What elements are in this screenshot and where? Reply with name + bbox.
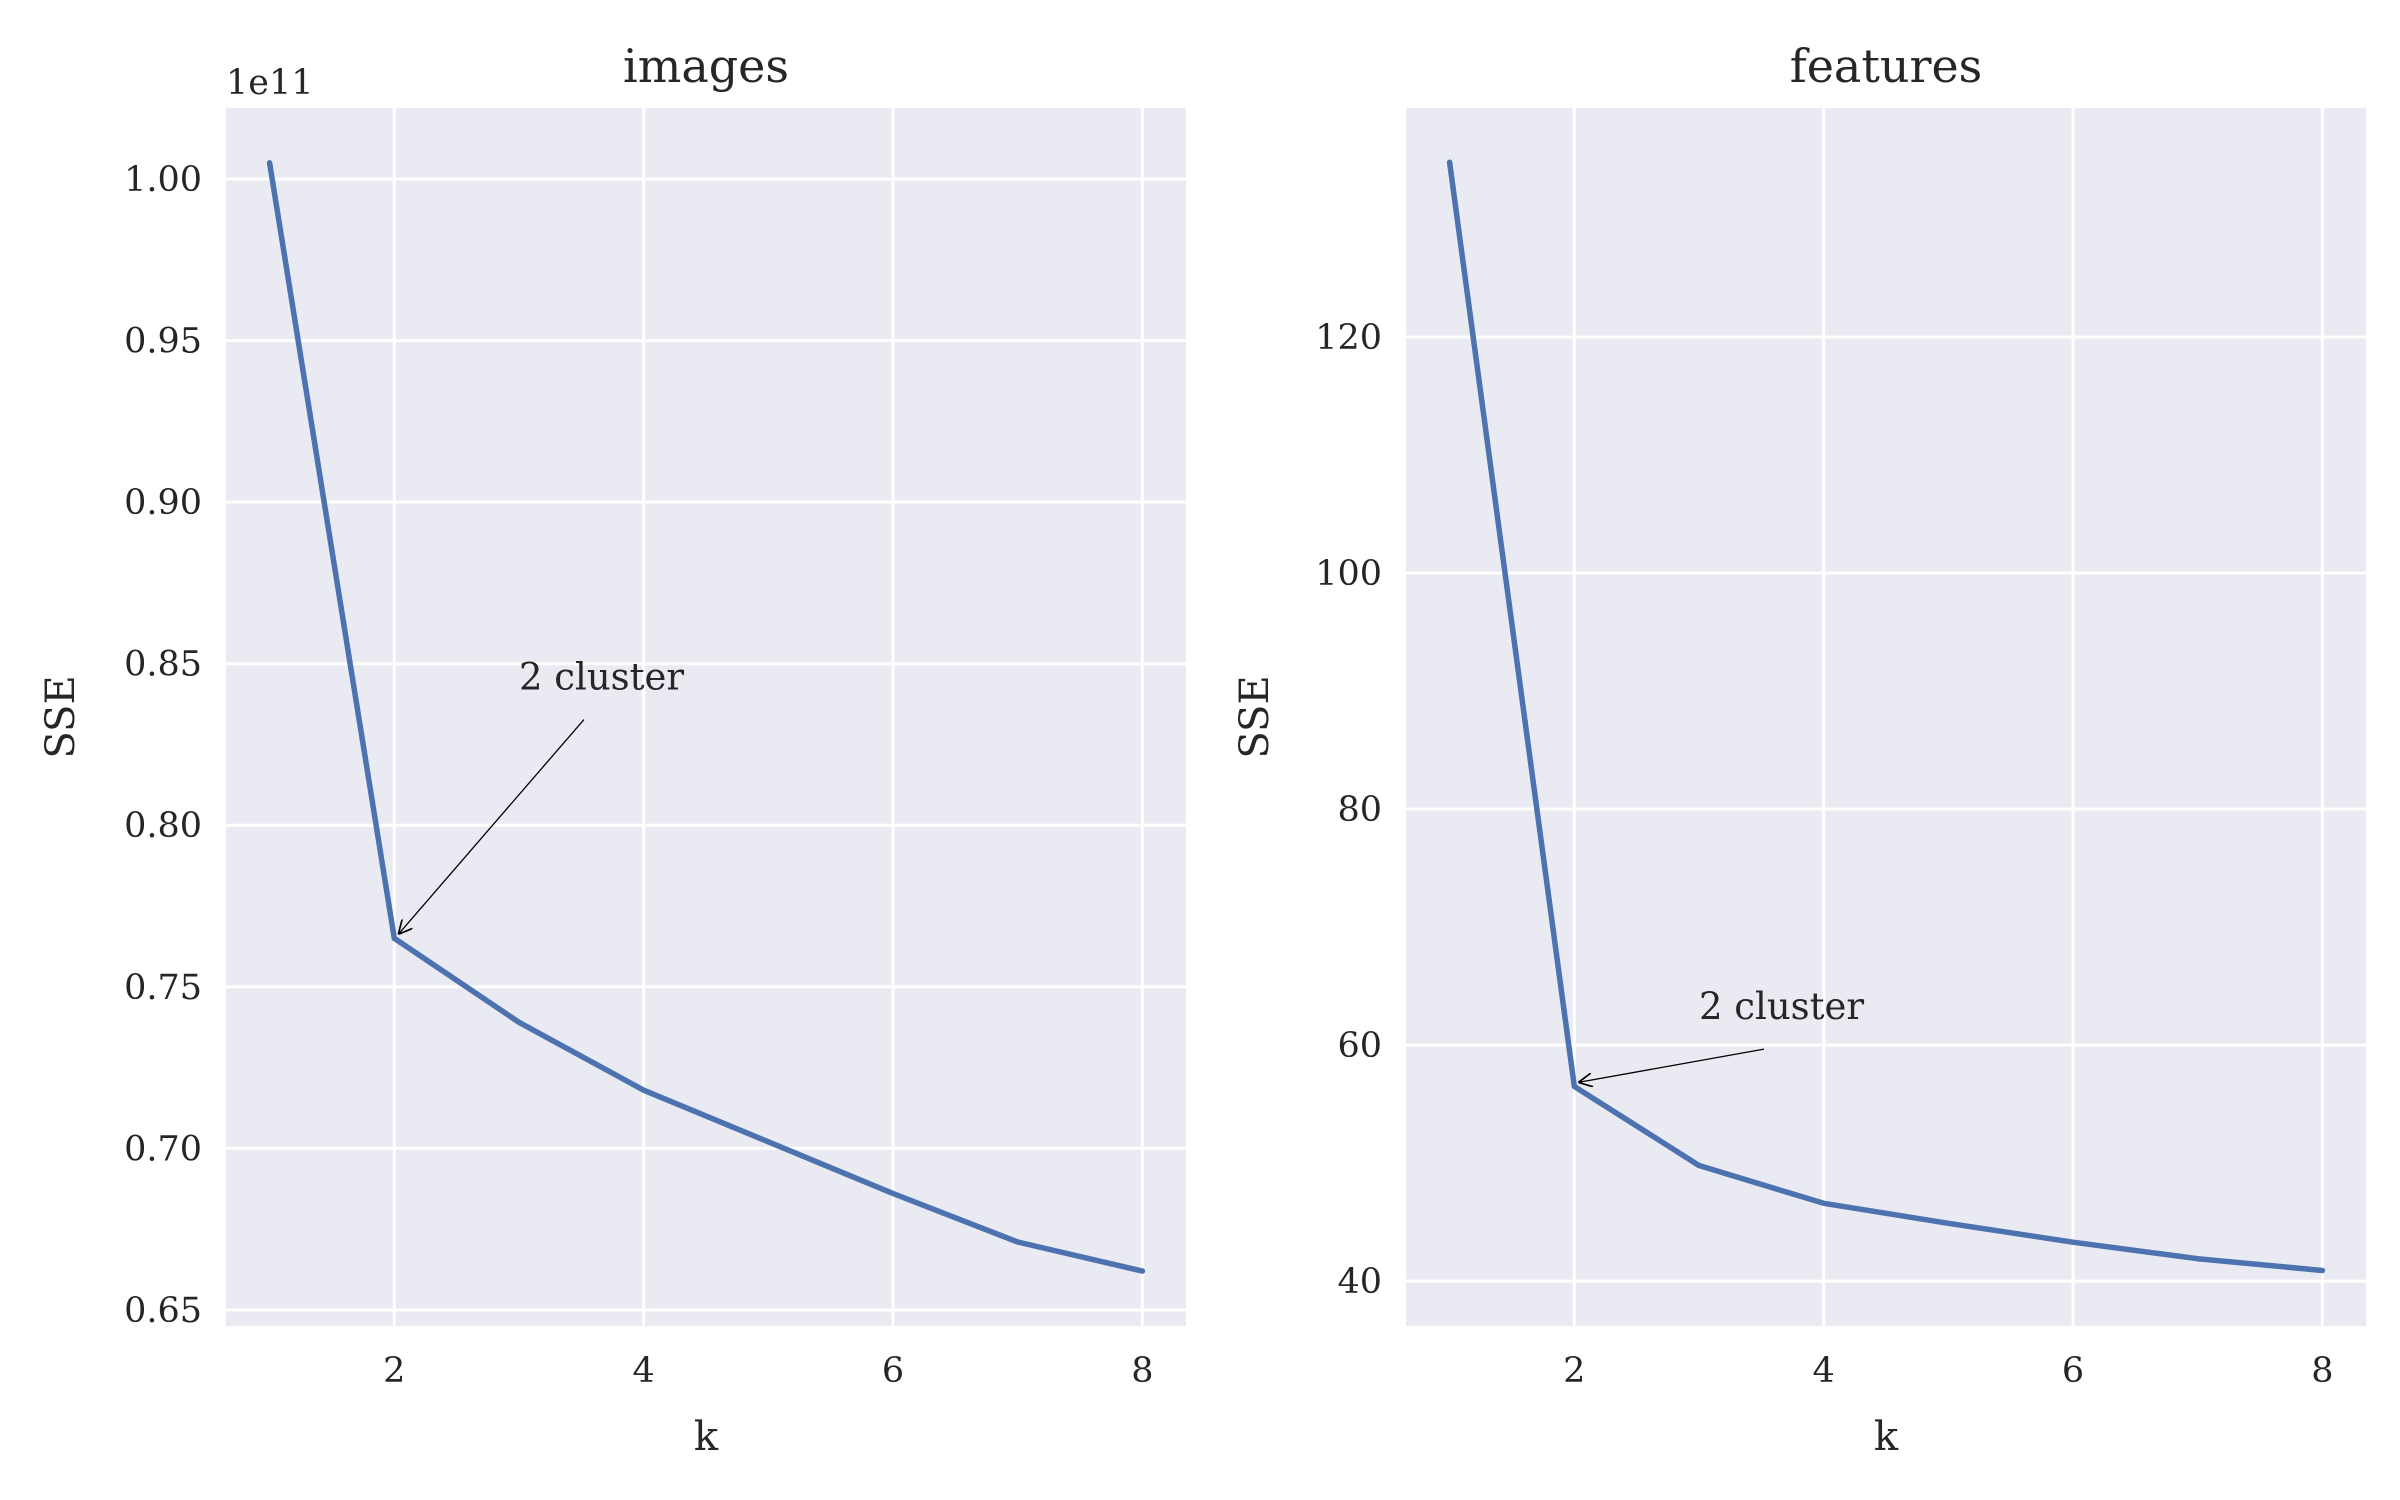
chart-images: 2 4 6 8 0.65 0.70 0.75 0.80 0.85 0.90 0.95 1.00 k SSE… (38, 39, 1186, 1460)
sse-data-point (641, 1087, 647, 1093)
sse-data-point (516, 1019, 522, 1025)
chart-title: features (1790, 39, 1983, 93)
y-tick-label: 0.85 (124, 645, 202, 685)
sse-data-point (2195, 1256, 2201, 1262)
y-tick-label: 60 (1337, 1026, 1382, 1066)
annotation-text: 2 cluster (519, 656, 684, 699)
x-tick-label: 6 (2062, 1351, 2084, 1391)
annotation-arrow (1578, 1048, 1765, 1082)
x-tick-label: 4 (633, 1351, 655, 1391)
sse-series-line (1446, 159, 2326, 1274)
annotation-text: 2 cluster (1699, 985, 1864, 1028)
x-axis-label: k (694, 1414, 719, 1460)
sse-data-point (2070, 1239, 2076, 1245)
y-tick-label: 0.95 (124, 322, 202, 362)
y-axis-label: SSE (1232, 675, 1278, 758)
y-tick-label: 0.70 (124, 1129, 202, 1169)
sse-series-line (266, 160, 1146, 1274)
y-tick-label: 0.80 (124, 806, 202, 846)
x-tick-label: 4 (1813, 1351, 1835, 1391)
x-tick-label: 8 (1131, 1351, 1153, 1391)
y-tick-label: 0.90 (124, 483, 202, 523)
y-tick-label: 0.65 (124, 1291, 202, 1331)
sse-data-point (1139, 1268, 1145, 1274)
plot-area (1406, 108, 2366, 1326)
sse-data-point (1696, 1162, 1702, 1168)
sse-data-point (1571, 1083, 1577, 1089)
y-offset-label: 1e11 (226, 63, 314, 103)
chart-features: 2 4 6 8 40 60 80 100 120 k SSE features 2 cluster (1232, 39, 2366, 1460)
annotation-arrow (398, 719, 585, 935)
y-tick-label: 0.75 (124, 968, 202, 1008)
sse-data-point (2319, 1268, 2325, 1274)
y-tick-label: 100 (1315, 554, 1382, 594)
y-tick-label: 80 (1337, 790, 1382, 830)
sse-data-point (1821, 1200, 1827, 1206)
sse-data-point (267, 160, 273, 166)
plot-area (226, 108, 1186, 1326)
y-axis-label: SSE (38, 675, 84, 758)
y-tick-label: 120 (1315, 318, 1382, 358)
y-tick-label: 40 (1337, 1262, 1382, 1302)
x-tick-label: 6 (882, 1351, 904, 1391)
sse-data-point (890, 1191, 896, 1197)
sse-data-point (1447, 159, 1453, 165)
chart-title: images (623, 39, 789, 93)
sse-data-point (765, 1139, 771, 1145)
x-axis-label: k (1874, 1414, 1899, 1460)
y-tick-label: 1.00 (124, 160, 202, 200)
x-tick-label: 2 (1563, 1351, 1585, 1391)
sse-data-point (1015, 1239, 1021, 1245)
sse-data-point (1945, 1220, 1951, 1226)
x-tick-label: 8 (2311, 1351, 2333, 1391)
x-tick-label: 2 (383, 1351, 405, 1391)
sse-data-point (391, 935, 397, 941)
